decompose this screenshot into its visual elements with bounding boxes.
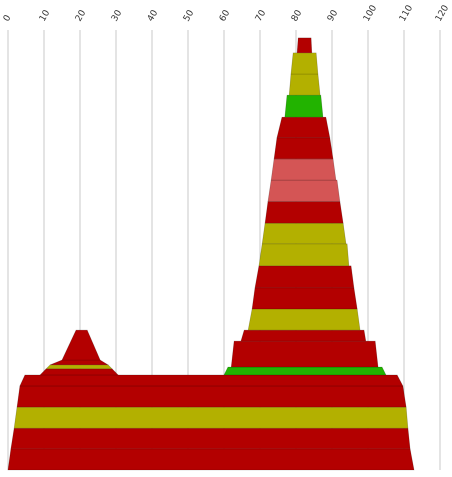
x-tick-label: 20 — [74, 8, 89, 23]
x-tick-label: 60 — [218, 8, 233, 23]
band — [39, 368, 119, 376]
band — [276, 116, 331, 139]
x-tick-label: 40 — [146, 8, 161, 23]
band — [288, 73, 321, 96]
band — [45, 364, 113, 370]
x-tick-label: 30 — [110, 8, 125, 23]
band — [223, 366, 387, 376]
x-tick-label: 0 — [2, 13, 14, 23]
band — [16, 385, 407, 408]
band — [267, 179, 341, 202]
band — [273, 137, 334, 160]
band — [270, 158, 337, 181]
band — [290, 52, 319, 75]
band — [251, 287, 358, 310]
band — [247, 308, 361, 331]
band — [230, 340, 379, 368]
band — [296, 37, 313, 54]
band — [61, 329, 101, 361]
band — [19, 374, 404, 387]
x-tick-label: 90 — [326, 8, 341, 23]
x-tick-label: 50 — [182, 8, 197, 23]
band — [240, 329, 367, 342]
x-tick-label: 80 — [290, 8, 305, 23]
band — [7, 448, 415, 471]
band — [13, 406, 409, 429]
band — [254, 265, 355, 289]
x-tick-label: 10 — [38, 8, 53, 23]
band — [264, 201, 344, 224]
x-tick-label: 100 — [362, 3, 379, 23]
x-tick-label: 110 — [398, 3, 415, 23]
x-tick-label: 120 — [434, 3, 451, 23]
band — [284, 94, 324, 118]
band — [50, 359, 110, 366]
x-tick-label: 70 — [254, 8, 269, 23]
band — [10, 427, 411, 450]
band — [261, 222, 347, 245]
band — [258, 243, 350, 267]
